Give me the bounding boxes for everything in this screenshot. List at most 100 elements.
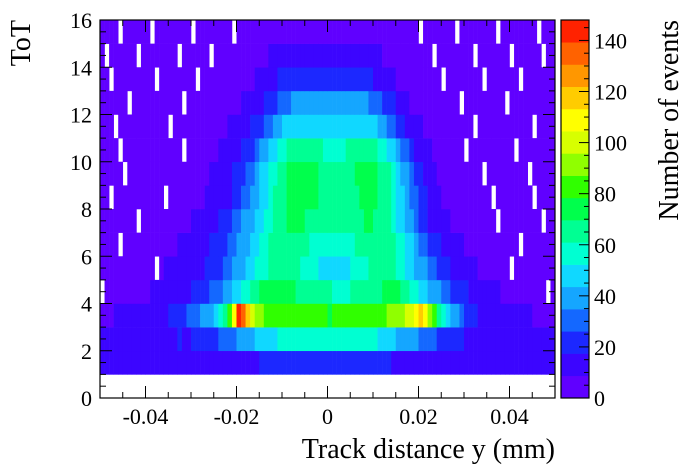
- heatmap-cell: [345, 327, 351, 352]
- heatmap-cell: [545, 114, 551, 139]
- heatmap-cell: [432, 209, 437, 233]
- heatmap-cell: [427, 161, 433, 186]
- heatmap-cell: [400, 350, 406, 375]
- heatmap-cell: [295, 43, 301, 68]
- y-axis: 0 2 4 6 8 10 12 14 16: [70, 8, 555, 411]
- heatmap-cell: [436, 114, 442, 139]
- heatmap-cell: [277, 90, 283, 115]
- heatmap-cell: [181, 161, 187, 186]
- heatmap-cell: [254, 43, 260, 68]
- heatmap-cell: [418, 43, 424, 68]
- heatmap-cell: [272, 161, 278, 186]
- heatmap-cell: [204, 114, 210, 139]
- heatmap-cell: [113, 90, 119, 115]
- color-scale-segment: [561, 108, 589, 132]
- heatmap-cell: [195, 20, 201, 44]
- heatmap-cell: [400, 256, 406, 281]
- heatmap-cell: [286, 90, 292, 115]
- heatmap-cell: [159, 209, 164, 233]
- heatmap-cell: [304, 161, 310, 186]
- heatmap-cell: [163, 114, 169, 139]
- heatmap-cell: [286, 185, 292, 210]
- heatmap-cell: [377, 327, 383, 352]
- heatmap-cell: [254, 303, 260, 328]
- color-scale-tick-label: 100: [594, 131, 627, 156]
- heatmap-cell: [332, 138, 337, 163]
- heatmap-cell: [136, 327, 142, 352]
- heatmap-cell: [514, 350, 519, 375]
- heatmap-cell: [386, 43, 392, 68]
- heatmap-cell: [245, 43, 251, 68]
- heatmap-cell: [300, 67, 306, 92]
- heatmap-cell: [227, 114, 233, 139]
- heatmap-cell: [382, 90, 387, 115]
- heatmap-cell: [468, 138, 474, 163]
- heatmap-cell: [404, 256, 410, 281]
- heatmap-cell: [363, 303, 369, 328]
- heatmap-cell: [291, 232, 296, 257]
- heatmap-cell: [423, 279, 428, 304]
- heatmap-cell: [373, 209, 378, 233]
- heatmap-cell: [268, 327, 274, 352]
- heatmap-cell: [122, 232, 128, 257]
- heatmap-cell: [473, 256, 478, 281]
- heatmap-cell: [532, 279, 538, 304]
- heatmap-cell: [322, 161, 328, 186]
- heatmap-cell: [532, 20, 538, 44]
- heatmap-cell: [495, 67, 501, 92]
- heatmap-cell: [345, 303, 351, 328]
- heatmap-cell: [395, 185, 401, 210]
- heatmap-cell: [154, 138, 160, 163]
- heatmap-cell: [200, 138, 205, 163]
- heatmap-cell: [523, 67, 528, 92]
- heatmap-cell: [191, 279, 196, 304]
- heatmap-cell: [395, 327, 401, 352]
- heatmap-cell: [409, 232, 415, 257]
- heatmap-cell: [204, 138, 210, 163]
- heatmap-cell: [127, 138, 133, 163]
- heatmap-cell: [327, 232, 333, 257]
- heatmap-cell: [373, 161, 378, 186]
- heatmap-cell: [136, 185, 142, 210]
- heatmap-cell: [541, 232, 547, 257]
- heatmap-cells: [100, 20, 556, 375]
- heatmap-cell: [227, 161, 233, 186]
- heatmap-cell: [168, 20, 174, 44]
- heatmap-cell: [495, 256, 501, 281]
- heatmap-cell: [282, 350, 287, 375]
- heatmap-cell: [445, 303, 451, 328]
- heatmap-cell: [536, 256, 542, 281]
- heatmap-cell: [231, 209, 237, 233]
- heatmap-cell: [104, 20, 110, 44]
- heatmap-cell: [218, 327, 224, 352]
- heatmap-cell: [441, 256, 447, 281]
- heatmap-cell: [313, 232, 319, 257]
- heatmap-cell: [177, 185, 183, 210]
- heatmap-cell: [536, 209, 542, 233]
- heatmap-cell: [168, 327, 174, 352]
- heatmap-cell: [354, 67, 360, 92]
- heatmap-cell: [400, 43, 406, 68]
- heatmap-cell: [423, 232, 428, 257]
- heatmap-cell: [386, 256, 392, 281]
- heatmap-cell: [436, 90, 442, 115]
- heatmap-cell: [514, 20, 519, 44]
- heatmap-cell: [436, 327, 442, 352]
- heatmap-cell: [413, 161, 419, 186]
- heatmap-cell: [109, 20, 114, 44]
- heatmap-cell: [177, 232, 183, 257]
- heatmap-cell: [127, 20, 133, 44]
- heatmap-cell: [140, 232, 146, 257]
- heatmap-cell: [545, 303, 551, 328]
- heatmap-cell: [150, 279, 155, 304]
- heatmap-cell: [418, 209, 424, 233]
- heatmap-cell: [191, 43, 196, 68]
- heatmap-cell: [154, 114, 160, 139]
- heatmap-cell: [304, 138, 310, 163]
- heatmap-cell: [473, 161, 478, 186]
- heatmap-cell: [172, 20, 178, 44]
- heatmap-cell: [482, 279, 488, 304]
- heatmap-cell: [404, 43, 410, 68]
- heatmap-cell: [477, 256, 483, 281]
- heatmap-cell: [181, 209, 187, 233]
